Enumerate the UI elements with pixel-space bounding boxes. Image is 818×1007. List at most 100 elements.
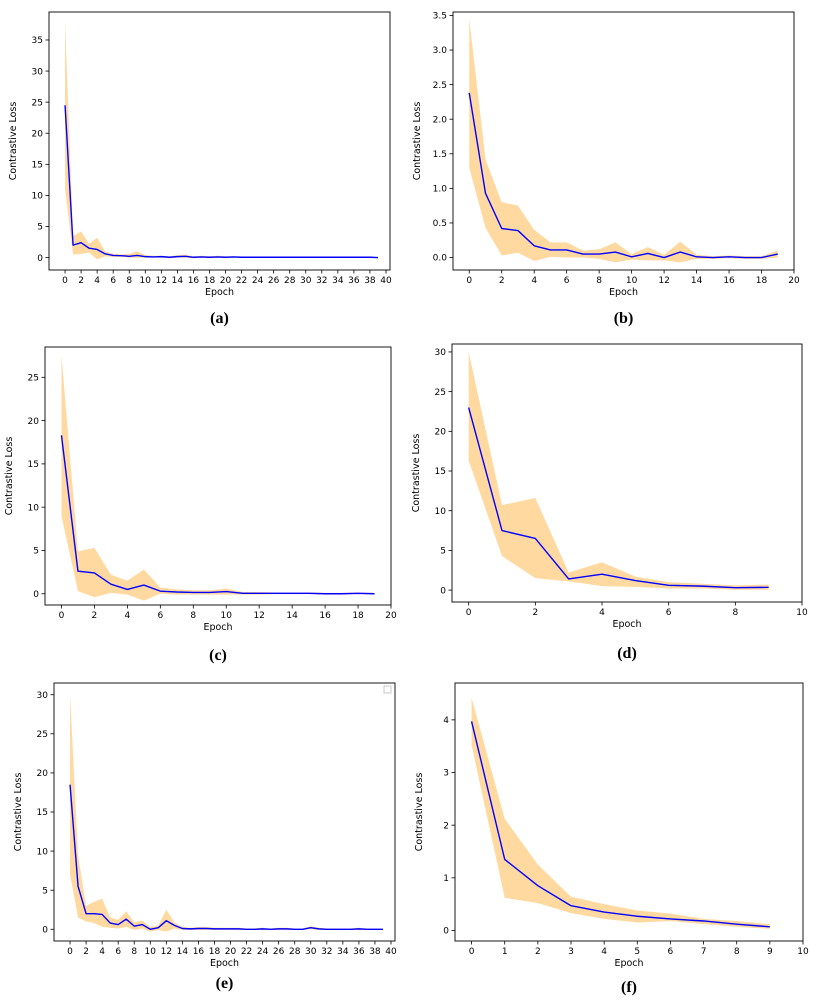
x-tick-label: 6 [668,947,674,957]
y-tick-label: 0 [37,254,43,264]
y-tick-label: 3.5 [433,12,447,22]
y-tick-label: 25 [37,730,48,740]
y-tick-label: 15 [32,161,43,171]
x-axis-label: Epoch [203,622,232,633]
panel-label: (b) [614,310,634,327]
x-tick-label: 36 [348,276,360,286]
y-tick-label: 5 [37,223,43,233]
y-tick-label: 35 [32,36,43,46]
y-axis-label: Contrastive Loss [412,102,423,181]
y-tick-label: 0 [443,927,449,937]
x-axis-label: Epoch [210,958,239,969]
y-tick-label: 4 [443,716,449,726]
x-tick-label: 8 [126,276,132,286]
x-tick-label: 34 [337,947,349,957]
empty-legend-box [384,686,391,693]
y-tick-label: 0.0 [433,254,448,264]
x-axis-label: Epoch [609,287,638,298]
x-tick-label: 4 [125,611,131,621]
x-tick-label: 8 [190,611,196,621]
y-tick-label: 25 [28,374,39,384]
y-tick-label: 0 [33,590,39,600]
x-tick-label: 20 [225,947,237,957]
x-tick-label: 12 [161,947,172,957]
x-tick-label: 24 [257,947,269,957]
x-axis-label: Epoch [614,958,643,969]
x-axis-label: Epoch [612,619,641,630]
x-tick-label: 8 [732,608,738,618]
x-tick-label: 38 [369,947,381,957]
plot-area [469,352,769,590]
y-axis-label: Contrastive Loss [13,773,24,852]
panel-label: (c) [209,647,227,664]
x-tick-label: 0 [469,947,475,957]
y-tick-label: 2.5 [433,81,447,91]
panel-a: 0 2 4 6 8 10 12 14 16 18 20 22 24 26 28 30 32 34 36 38 40051… [8,12,392,327]
x-tick-label: 1 [502,947,508,957]
x-tick-label: 30 [300,276,312,286]
x-tick-label: 6 [666,608,672,618]
x-tick-label: 12 [156,276,167,286]
y-tick-label: 5 [440,547,446,557]
plot-area [70,695,383,932]
std-band [469,352,769,590]
x-tick-label: 0 [62,276,68,286]
x-tick-label: 28 [284,276,296,286]
x-tick-label: 16 [193,947,205,957]
y-axis-label: Contrastive Loss [414,773,425,852]
y-tick-label: 25 [32,98,43,108]
x-tick-label: 16 [188,276,200,286]
plot-frame [54,683,395,941]
plot-area [469,19,778,262]
x-tick-label: 40 [385,947,397,957]
x-tick-label: 2 [499,276,505,286]
plot-area [61,356,374,601]
y-tick-label: 20 [32,129,44,139]
y-tick-label: 1 [443,874,449,884]
y-tick-label: 5 [42,886,48,896]
figure: 0 2 4 6 8 10 12 14 16 18 20 22 24 26 28 30 32 34 36 38 40051… [0,0,818,1007]
panel-label: (e) [216,975,234,992]
x-tick-label: 6 [115,947,121,957]
x-tick-label: 0 [466,608,472,618]
x-tick-label: 22 [236,276,247,286]
y-tick-label: 30 [435,348,447,358]
x-tick-label: 34 [332,276,344,286]
y-tick-label: 2 [443,821,449,831]
x-tick-label: 18 [204,276,216,286]
y-tick-label: 15 [435,467,446,477]
y-tick-label: 5 [33,547,39,557]
x-tick-label: 24 [252,276,264,286]
y-tick-label: 3 [443,769,449,779]
y-tick-label: 20 [435,428,447,438]
plot-area [472,698,770,929]
x-tick-label: 2 [83,947,89,957]
x-tick-label: 4 [99,947,105,957]
x-tick-label: 0 [59,611,65,621]
y-tick-label: 20 [37,769,49,779]
x-tick-label: 4 [94,276,100,286]
y-tick-label: 0 [440,586,446,596]
x-tick-label: 14 [172,276,184,286]
x-tick-label: 26 [273,947,285,957]
panel-b: 0 2 4 6 8 10 12 14 16 18 20 0.0 0.5 1.0 1.5 2.0 2.5 3.0 3.… [412,12,800,327]
y-tick-label: 10 [32,192,44,202]
x-tick-label: 18 [352,611,364,621]
x-tick-label: 9 [767,947,773,957]
x-tick-label: 6 [157,611,163,621]
y-tick-label: 30 [32,67,44,77]
x-tick-label: 22 [241,947,252,957]
panel-label: (a) [210,310,229,327]
x-tick-label: 4 [601,947,607,957]
y-tick-label: 10 [37,847,49,857]
x-tick-label: 10 [140,276,152,286]
plot-frame [49,12,390,270]
x-tick-label: 20 [788,276,800,286]
panel-e: 0 2 4 6 8 10 12 14 16 18 20 22 24 26 28 30 32 34 36 38 40051… [13,683,397,992]
x-tick-label: 10 [797,947,809,957]
y-tick-label: 10 [28,503,40,513]
panel-d: 0 2 4 6 8 10051015202530EpochContrastive Loss… [411,344,808,662]
panel-f: 0 1 2 3 4 5 6 7 8 9 10 0 1 2 3 4 Epoch Contrastive Loss (f… [414,683,809,996]
y-tick-label: 3.0 [433,46,448,56]
x-tick-label: 10 [221,611,233,621]
